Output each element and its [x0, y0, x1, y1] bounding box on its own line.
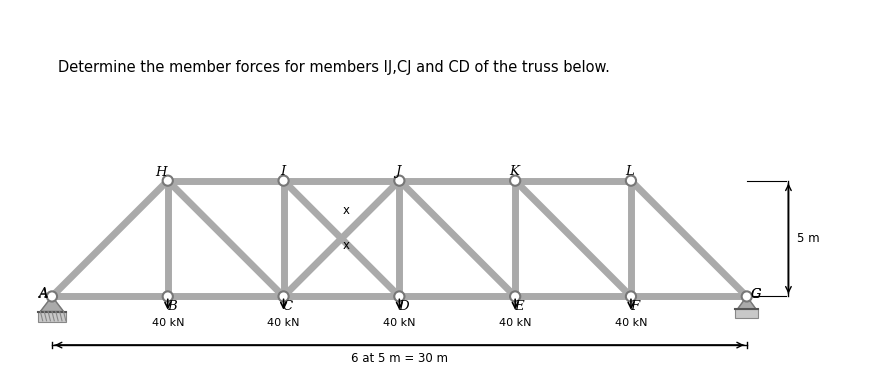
Circle shape	[163, 176, 173, 186]
Text: A: A	[38, 288, 47, 301]
Text: L: L	[625, 165, 634, 178]
Text: 40 kN: 40 kN	[152, 318, 184, 328]
Text: 40 kN: 40 kN	[614, 318, 647, 328]
Circle shape	[163, 291, 173, 301]
Text: G: G	[751, 288, 762, 301]
Circle shape	[742, 291, 752, 301]
Circle shape	[510, 291, 521, 301]
Text: G: G	[751, 288, 762, 301]
Text: H: H	[155, 166, 167, 179]
Text: Determine the member forces for members IJ,CJ and CD of the truss below.: Determine the member forces for members …	[57, 61, 609, 75]
Text: F: F	[630, 300, 639, 313]
Text: 6 at 5 m = 30 m: 6 at 5 m = 30 m	[351, 352, 448, 364]
Text: 40 kN: 40 kN	[499, 318, 531, 328]
Circle shape	[626, 176, 636, 186]
Circle shape	[510, 176, 521, 186]
Circle shape	[395, 176, 405, 186]
Text: I: I	[280, 165, 285, 178]
Text: 5 m: 5 m	[797, 232, 819, 245]
Circle shape	[395, 291, 405, 301]
Text: K: K	[509, 165, 519, 178]
Text: D: D	[398, 300, 409, 313]
Text: x: x	[343, 204, 349, 217]
Polygon shape	[738, 296, 756, 309]
Circle shape	[46, 291, 57, 301]
Text: B: B	[167, 300, 177, 313]
Text: A: A	[38, 287, 48, 300]
Circle shape	[279, 176, 288, 186]
Text: E: E	[514, 300, 524, 313]
Text: C: C	[283, 300, 293, 313]
Text: 40 kN: 40 kN	[267, 318, 300, 328]
Text: x: x	[343, 239, 349, 252]
Text: J: J	[396, 165, 401, 178]
Bar	[735, 309, 758, 318]
Text: 40 kN: 40 kN	[383, 318, 415, 328]
Bar	[38, 312, 66, 322]
Circle shape	[279, 291, 288, 301]
Polygon shape	[40, 296, 63, 312]
Circle shape	[626, 291, 636, 301]
